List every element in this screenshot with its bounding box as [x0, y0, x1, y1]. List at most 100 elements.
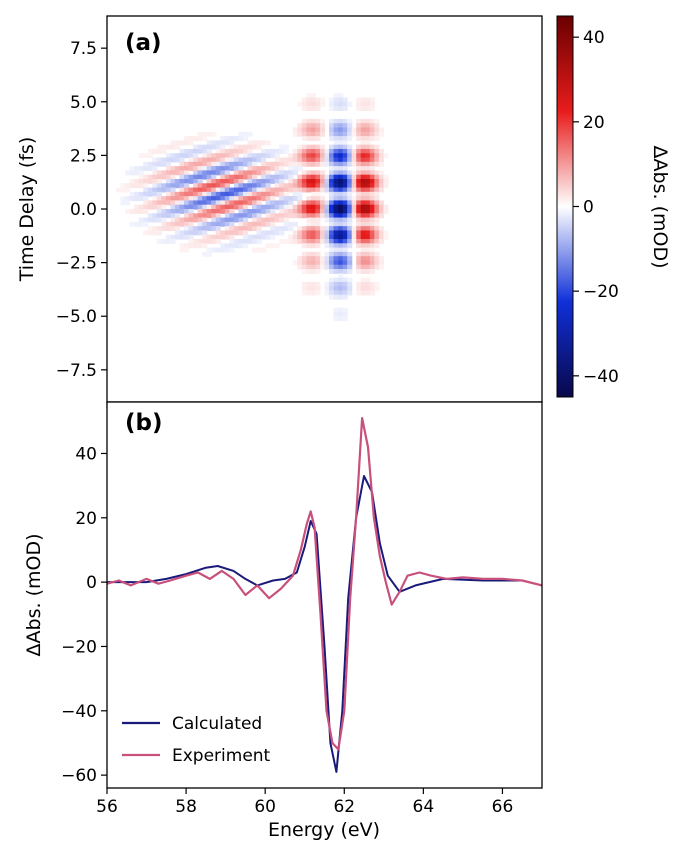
heatmap-cell [274, 166, 280, 171]
heatmap-cell [165, 209, 172, 214]
heatmap-cell [174, 200, 181, 206]
heatmap-cell [288, 200, 294, 206]
heatmap-cell [333, 307, 339, 313]
heatmap-cell [315, 230, 321, 236]
heatmap-cell [347, 170, 353, 176]
heatmap-cell [274, 226, 280, 232]
heatmap-cell [310, 230, 317, 236]
heatmap-cell [188, 148, 194, 154]
heatmap-cell [356, 239, 362, 244]
heatmap-cell [224, 174, 230, 180]
heatmap-cell [206, 157, 212, 163]
heatmap-cell [378, 170, 385, 176]
heatmap-cell [329, 187, 335, 193]
heatmap-cell [206, 221, 212, 227]
heatmap-cell [301, 157, 307, 163]
heatmap-cell [161, 200, 167, 206]
heatmap-cell [156, 161, 162, 167]
heatmap-cell [378, 174, 385, 180]
heatmap-cell [152, 161, 158, 167]
heatmap-cell [319, 204, 326, 210]
heatmap-cell [301, 256, 307, 262]
heatmap-cell [329, 256, 335, 262]
heatmap-cell [374, 178, 380, 184]
heatmap-cell [184, 247, 190, 253]
heatmap-cell [229, 140, 235, 146]
heatmap-cell [265, 191, 271, 197]
heatmap-cell [193, 217, 199, 223]
heatmap-cell [184, 196, 190, 202]
heatmap-cell [156, 230, 162, 236]
heatmap-cell [319, 196, 326, 202]
heatmap-cell [229, 209, 235, 214]
heatmap-cell [229, 191, 235, 197]
heatmap-cell [274, 161, 280, 167]
heatmap-cell [356, 221, 362, 227]
heatmap-cell [224, 157, 230, 163]
heatmap-cell [170, 187, 176, 193]
heatmap-cell [211, 196, 217, 202]
heatmap-cell [356, 118, 362, 124]
heatmap-cell [333, 183, 339, 189]
heatmap-cell [301, 243, 307, 249]
heatmap-cell [306, 239, 312, 244]
heatmap-cell [165, 196, 172, 202]
heatmap-cell [351, 183, 357, 189]
heatmap-cell [215, 239, 221, 244]
heatmap-cell [202, 166, 208, 171]
heatmap-cell [261, 230, 267, 236]
heatmap-cell [274, 213, 280, 219]
heatmap-cell [315, 213, 321, 219]
heatmap-cell [306, 131, 312, 137]
heatmap-cell [356, 234, 362, 240]
heatmap-cell [247, 213, 253, 219]
heatmap-cell [211, 131, 217, 137]
heatmap-cell [165, 221, 172, 227]
heatmap-cell [338, 183, 344, 189]
heatmap-cell [206, 234, 212, 240]
heatmap-cell [211, 178, 217, 184]
heatmap-cell [279, 191, 285, 197]
heatmap-cell [261, 187, 267, 193]
heatmap-cell [360, 256, 366, 262]
heatmap-cell [365, 148, 371, 154]
heatmap-cell [310, 290, 317, 296]
heatmap-cell [211, 174, 217, 180]
colorbar-gradient [556, 15, 574, 398]
heatmap-cell [324, 148, 330, 154]
heatmap-cell [161, 174, 167, 180]
heatmap-cell [202, 239, 208, 244]
heatmap-cell [138, 209, 144, 214]
heatmap-cell [165, 213, 172, 219]
heatmap-cell [174, 191, 181, 197]
heatmap-cell [152, 200, 158, 206]
heatmap-cell [315, 187, 321, 193]
heatmap-cell [301, 200, 307, 206]
heatmap-cell [206, 187, 212, 193]
heatmap-cell [252, 178, 258, 184]
heatmap-cell [360, 136, 366, 141]
heatmap-cell [351, 200, 357, 206]
heatmap-cell [378, 161, 385, 167]
heatmap-cell [342, 148, 348, 154]
heatmap-cell [188, 153, 194, 159]
heatmap-cell [319, 157, 326, 163]
panel-b-xtick-label: 62 [333, 797, 355, 817]
heatmap-cell [179, 157, 185, 163]
heatmap-cell [369, 178, 375, 184]
heatmap-cell [265, 217, 271, 223]
heatmap-cell [369, 170, 375, 176]
heatmap-cell [247, 209, 253, 214]
heatmap-cell [220, 230, 226, 236]
heatmap-cell [319, 260, 326, 266]
heatmap-cell [238, 243, 244, 249]
heatmap-cell [270, 200, 276, 206]
heatmap-cell [356, 148, 362, 154]
heatmap-cell [143, 217, 149, 223]
heatmap-cell [174, 217, 181, 223]
heatmap-cell [365, 127, 371, 133]
heatmap-cell [310, 101, 317, 107]
heatmap-cell [329, 221, 335, 227]
heatmap-cell [329, 239, 335, 244]
heatmap-cell [270, 161, 276, 167]
